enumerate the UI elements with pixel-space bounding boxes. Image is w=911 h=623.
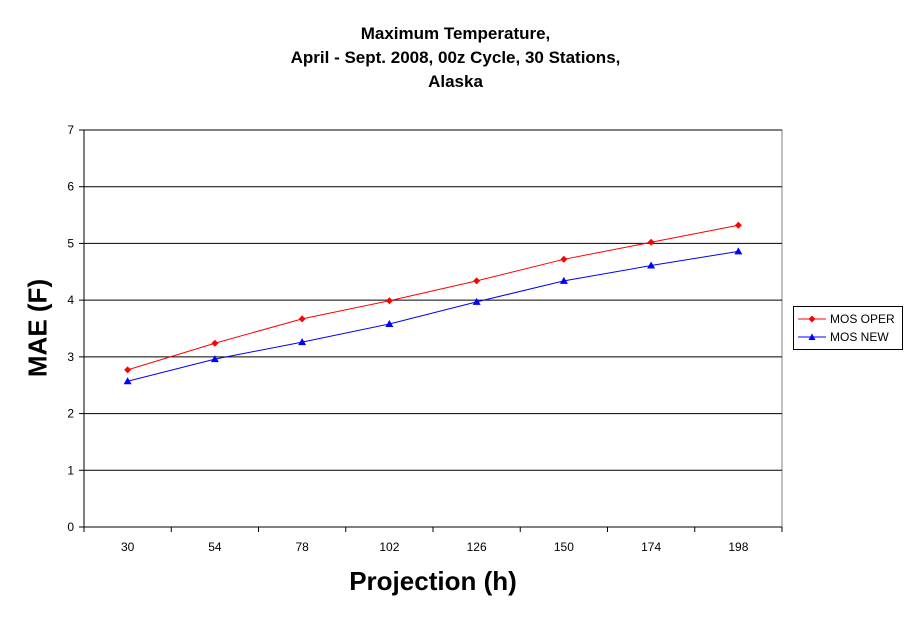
x-tick-label: 150 [554,540,574,554]
legend-label-mos-new: MOS NEW [830,330,889,344]
data-point-diamond [211,339,219,347]
series-line-1 [127,250,739,382]
data-point-diamond [560,255,568,263]
data-point-diamond [124,366,132,374]
data-point-diamond [473,277,481,285]
data-point-triangle [210,355,219,363]
y-tick-label: 5 [67,236,74,250]
legend-marker-red-diamond-icon [798,315,826,323]
data-point-diamond [385,297,393,305]
chart-legend: MOS OPER MOS NEW [793,306,903,350]
y-tick-label: 3 [67,350,74,364]
data-point-triangle [472,297,481,305]
data-point-triangle [123,377,132,385]
x-axis-title: Projection (h) [349,566,517,596]
legend-entry-mos-oper: MOS OPER [798,311,895,327]
data-point-triangle [734,247,743,255]
data-point-diamond [734,221,742,229]
x-tick-label: 174 [641,540,661,554]
legend-label-mos-oper: MOS OPER [830,312,895,326]
chart-title-line-1: Maximum Temperature, [360,24,551,43]
data-point-triangle [298,338,307,346]
y-tick-label: 6 [67,180,74,194]
plot-area [83,129,783,528]
legend-marker-blue-triangle-icon [798,333,826,340]
x-tick-label: 102 [379,540,399,554]
x-tick-label: 30 [121,540,135,554]
y-tick-label: 7 [67,123,74,137]
y-axis-title: MAE (F) [22,278,53,378]
x-tick-label: 126 [467,540,487,554]
x-tick-label: 198 [728,540,748,554]
y-tick-label: 1 [67,463,74,477]
x-tick-label: 54 [208,540,222,554]
data-point-diamond [298,315,306,323]
x-tick-label: 78 [295,540,309,554]
series-line-0 [127,224,739,371]
data-point-triangle [559,276,568,284]
y-tick-label: 2 [67,407,74,421]
data-point-triangle [385,319,394,327]
data-point-triangle [647,261,656,269]
chart-title-line-3: Alaska [428,72,483,91]
legend-entry-mos-new: MOS NEW [798,329,889,345]
data-point-diamond [647,238,655,246]
chart-title-line-2: April - Sept. 2008, 00z Cycle, 30 Statio… [290,48,621,67]
y-tick-label: 0 [67,520,74,534]
y-tick-label: 4 [67,293,74,307]
